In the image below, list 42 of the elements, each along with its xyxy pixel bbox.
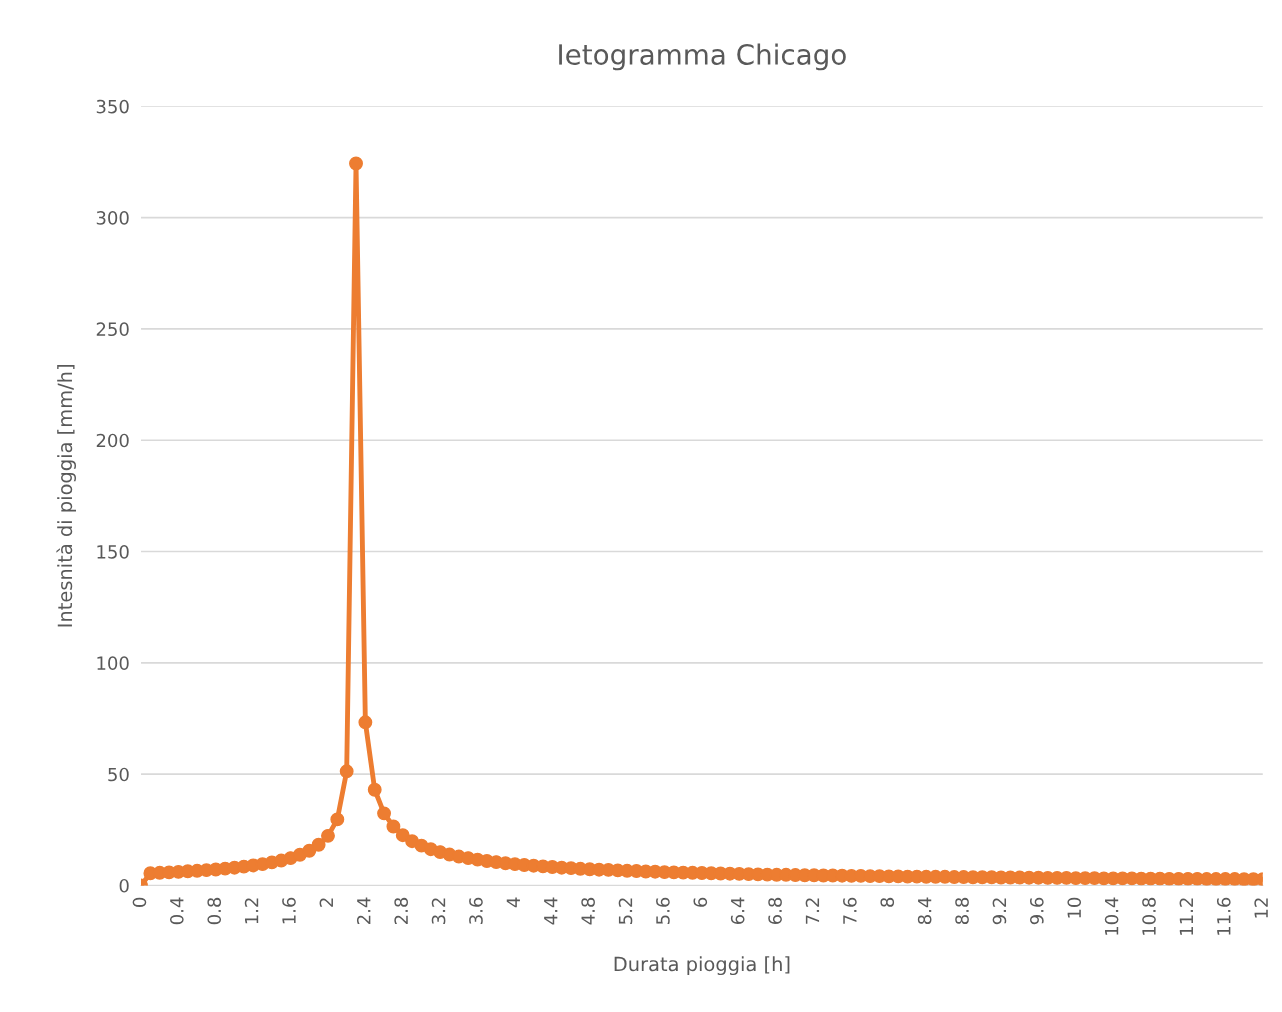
x-tick-label: 11.2 (1179, 898, 1193, 935)
x-tick-label: 12 (1254, 898, 1268, 918)
x-tick-label: 10 (1067, 897, 1082, 918)
y-tick-label: 200 (96, 433, 129, 448)
x-tick-label: 8.8 (955, 897, 969, 925)
x-tick-label: 7.2 (805, 898, 820, 924)
y-tick-label: 100 (97, 656, 129, 670)
x-tick-label: 0.8 (207, 897, 222, 925)
x-tick-label: 11.6 (1216, 897, 1231, 935)
x-tick-label: 1.2 (244, 898, 259, 924)
x-tick-label: 8.4 (917, 897, 932, 925)
y-tick-label: 0 (119, 878, 129, 893)
x-tick-label: 8 (880, 897, 895, 907)
x-tick-label: 3.2 (431, 898, 446, 924)
y-tick-label: 350 (96, 99, 129, 114)
x-tick-label: 0.4 (169, 897, 184, 925)
y-tick-label: 300 (96, 211, 129, 225)
x-tick-label: 3.6 (469, 897, 483, 924)
x-tick-label: 6.4 (730, 897, 745, 925)
x-tick-label: 2 (319, 898, 333, 907)
x-tick-label: 6 (693, 897, 708, 907)
x-tick-label: 5.6 (656, 897, 670, 924)
y-tick-label: 50 (108, 767, 129, 782)
y-tick-label: 250 (96, 322, 129, 337)
x-tick-label: 4.8 (581, 897, 595, 925)
x-tick-label: 9.6 (1030, 897, 1044, 925)
x-tick-label: 2.8 (394, 897, 408, 924)
chart-title: Ietogramma Chicago (559, 43, 846, 71)
x-tick-label: 6.8 (768, 897, 782, 925)
x-tick-label: 4.4 (544, 897, 558, 925)
x-tick-label: 5.2 (618, 898, 633, 924)
y-axis-title: Intesnità di pioggia [mm/h] (56, 365, 76, 627)
x-tick-label: 9.2 (992, 898, 1007, 925)
y-tick-label: 150 (97, 545, 129, 559)
x-tick-label: 10.4 (1104, 897, 1119, 935)
x-tick-label: 7.6 (843, 897, 857, 924)
x-tick-label: 1.6 (282, 897, 296, 924)
x-tick-label: 2.4 (356, 897, 371, 924)
x-tick-label: 10.8 (1142, 897, 1156, 935)
x-tick-label: 0 (132, 897, 147, 907)
x-tick-label: 4 (506, 897, 520, 908)
x-axis-title: Durata pioggia [h] (614, 956, 790, 976)
